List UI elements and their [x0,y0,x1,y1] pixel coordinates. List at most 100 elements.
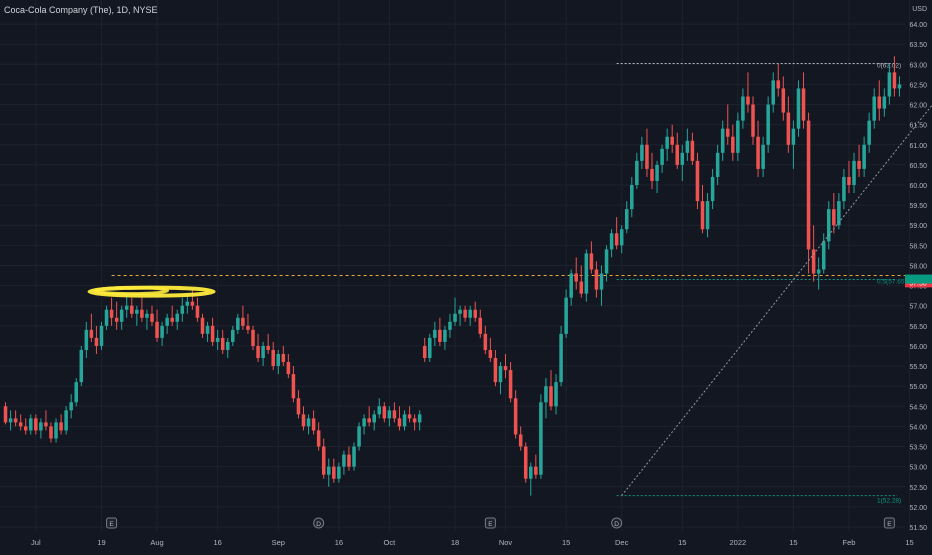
x-tick-label: Oct [384,538,397,547]
candle-body [124,305,129,310]
x-tick-label: 19 [97,538,105,547]
candle-body [453,313,457,322]
candle-body [397,418,402,427]
x-tick-label: 16 [335,538,343,547]
candle-body [99,325,104,346]
candle-body [433,329,437,338]
candle-body [776,80,781,89]
candle-body [135,309,139,314]
candle-body [604,249,609,274]
dividend-icon [611,517,623,529]
candle-body [69,402,73,411]
currency-label: USD [912,6,927,13]
candle-body [731,136,735,153]
candle-body [564,297,568,334]
x-tick-label: Dec [615,538,629,547]
candle-body [842,176,846,202]
candle-body [251,329,255,346]
candle-body [862,144,866,169]
dividend-marker[interactable]: D [313,517,325,529]
candle-body [847,176,851,186]
earnings-marker[interactable]: E [106,517,118,529]
candle-body [382,406,387,419]
candle-body [352,446,356,467]
candle-body [8,418,13,423]
candle-body [337,466,341,479]
candle-body [236,317,240,330]
earnings-marker[interactable]: E [883,517,895,529]
candle-body [655,164,659,181]
candle-body [751,104,755,137]
y-tick-label: 57.00 [909,304,927,311]
candle-body [34,418,38,431]
candle-body [175,313,180,322]
candle-body [64,410,68,431]
candle-body [392,410,397,419]
candle-body [362,418,366,427]
candle-body [720,128,725,153]
candle-body [372,414,376,423]
candle-body [710,176,715,202]
x-tick-label: 16 [213,538,221,547]
candle-body [342,454,346,467]
dividend-marker[interactable]: D [611,517,623,529]
candle-body [852,160,856,186]
x-tick-label: 18 [451,538,459,547]
candle-body [438,329,442,342]
candle-body [59,422,63,431]
candle-body [74,382,79,403]
candle-body [428,337,432,359]
candle-body [150,313,154,322]
dividend-icon [313,517,325,529]
candle-body [508,370,513,399]
highlight-scribble [94,286,170,296]
candle-body [160,325,164,338]
candle-body [826,209,831,242]
candle-body [544,386,548,403]
candle-body [23,426,28,431]
y-tick-label: 59.00 [909,223,927,230]
y-tick-label: 53.50 [909,445,927,452]
candle-body [665,136,669,149]
candle-body [897,84,902,89]
candle-body [630,185,634,210]
candle-body [296,398,301,415]
candle-body [291,374,296,399]
candle-body [185,301,190,306]
candle-body [518,434,523,447]
candle-body [94,337,99,346]
candle-body [837,201,841,226]
candle-body [145,313,149,318]
candle-body [513,398,518,435]
x-tick-label: 15 [789,538,797,547]
candle-body [771,80,775,105]
candle-body [266,345,270,350]
y-tick-label: 54.50 [909,404,927,411]
candle-body [589,253,594,270]
candle-body [781,88,786,113]
candle-body [205,325,210,334]
x-tick-label: Feb [843,538,856,547]
candle-body [332,466,336,479]
y-tick-label: 54.00 [909,424,927,431]
candle-body [210,325,215,342]
candle-body [736,120,740,153]
candle-body [599,273,604,290]
candle-body [84,329,89,350]
candle-body [619,229,624,246]
candle-body [180,305,185,314]
candle-body [261,345,265,359]
candle-body [140,309,144,318]
candle-body [3,406,8,423]
y-tick-label: 62.50 [909,82,927,89]
candle-body [746,96,750,105]
candle-body [215,337,220,342]
candle-body [412,418,417,423]
event-marker-label: E [887,521,892,528]
candle-body [700,201,705,230]
earnings-marker[interactable]: E [484,517,496,529]
candle-body [624,209,629,230]
y-tick-label: 64.00 [909,22,927,29]
